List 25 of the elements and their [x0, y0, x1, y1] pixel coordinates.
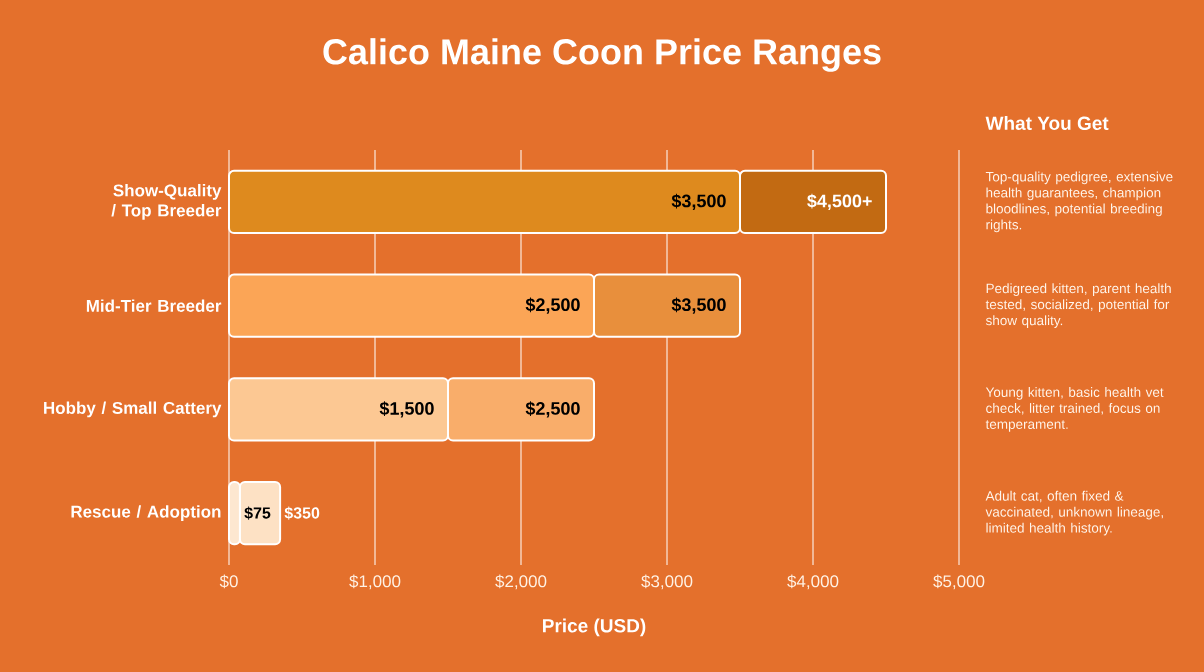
- text: Top-quality pedigree, extensive health guarantees, champion bloodlines, potential breeding rights.: [985, 171, 1173, 233]
- y-tick-label: Rescue / Adoption: [71, 505, 221, 522]
- text: Adult cat, often fixed & vaccinated, unknown lineage, limited health history.: [985, 490, 1163, 536]
- x-axis-title: Price (USD): [543, 618, 646, 637]
- annotation: $350: [284, 506, 320, 520]
- text: Young kitten, basic health vet check, litter trained, focus on temperament.: [985, 387, 1164, 432]
- y-tick-label: Hobby / Small Cattery: [44, 401, 222, 418]
- annotation: $3,500: [671, 193, 726, 210]
- text: Pedigreed kitten, parent health tested, socialized, potential for show quality.: [985, 283, 1171, 328]
- x-tick-label: $5,000: [933, 574, 985, 590]
- text: What You Get: [985, 116, 1109, 130]
- annotation: $2,500: [525, 401, 580, 418]
- annotation: $3,500: [671, 297, 726, 314]
- x-tick-label: $4,000: [787, 574, 839, 590]
- annotation: $1,500: [379, 401, 434, 418]
- x-tick-label: $2,000: [495, 574, 547, 590]
- y-tick-label: Show-Quality / Top Breeder: [111, 183, 222, 220]
- annotation: $4,500+: [807, 193, 872, 210]
- chart-title: Calico Maine Coon Price Ranges: [323, 38, 881, 72]
- x-tick-label: $0: [219, 574, 238, 589]
- y-tick-label: Mid-Tier Breeder: [86, 299, 222, 312]
- x-tick-label: $3,000: [641, 574, 693, 590]
- x-tick-label: $1,000: [349, 574, 401, 590]
- annotation: $75: [244, 506, 271, 520]
- annotation: $2,500: [525, 297, 580, 314]
